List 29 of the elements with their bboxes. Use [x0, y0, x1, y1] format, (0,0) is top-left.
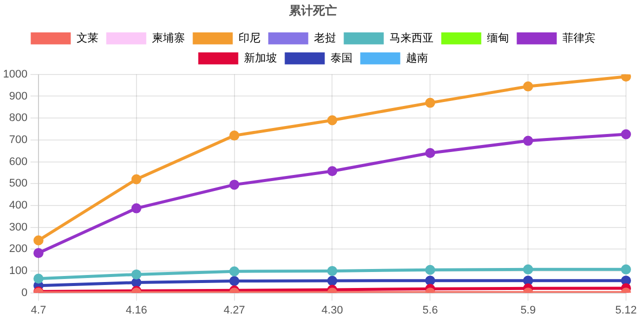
- legend-label: 越南: [406, 51, 428, 64]
- x-tick-label: 5.12: [615, 304, 637, 316]
- y-tick-label: 0: [21, 286, 28, 299]
- legend-label: 印尼: [238, 31, 260, 44]
- legend-label: 柬埔寨: [152, 31, 185, 44]
- legend-label: 缅甸: [486, 31, 509, 44]
- y-tick-label: 600: [9, 156, 28, 168]
- legend-label: 新加坡: [244, 51, 277, 64]
- y-tick-label: 200: [9, 243, 28, 256]
- x-tick-label: 4.27: [224, 304, 246, 316]
- x-tick-label: 5.6: [422, 304, 438, 316]
- x-tick-label: 4.30: [322, 304, 343, 316]
- y-tick-label: 900: [9, 90, 28, 102]
- y-tick-label: 500: [9, 178, 28, 190]
- chart-title: 累计死亡: [288, 3, 337, 18]
- y-tick-label: 400: [9, 199, 28, 212]
- x-tick-label: 4.7: [30, 304, 46, 316]
- x-tick-label: 5.9: [520, 304, 536, 316]
- y-tick-label: 1000: [2, 68, 28, 80]
- y-tick-label: 700: [9, 134, 28, 146]
- legend-label: 马来西亚: [389, 31, 434, 44]
- legend-label: 老挝: [314, 31, 336, 44]
- legend-label: 文莱: [76, 31, 98, 44]
- x-tick-label: 4.16: [126, 304, 148, 316]
- y-tick-label: 100: [9, 264, 28, 277]
- legend-label: 菲律宾: [562, 31, 596, 44]
- y-tick-label: 300: [9, 221, 28, 234]
- y-tick-label: 800: [9, 112, 28, 124]
- legend-label: 泰国: [330, 51, 352, 64]
